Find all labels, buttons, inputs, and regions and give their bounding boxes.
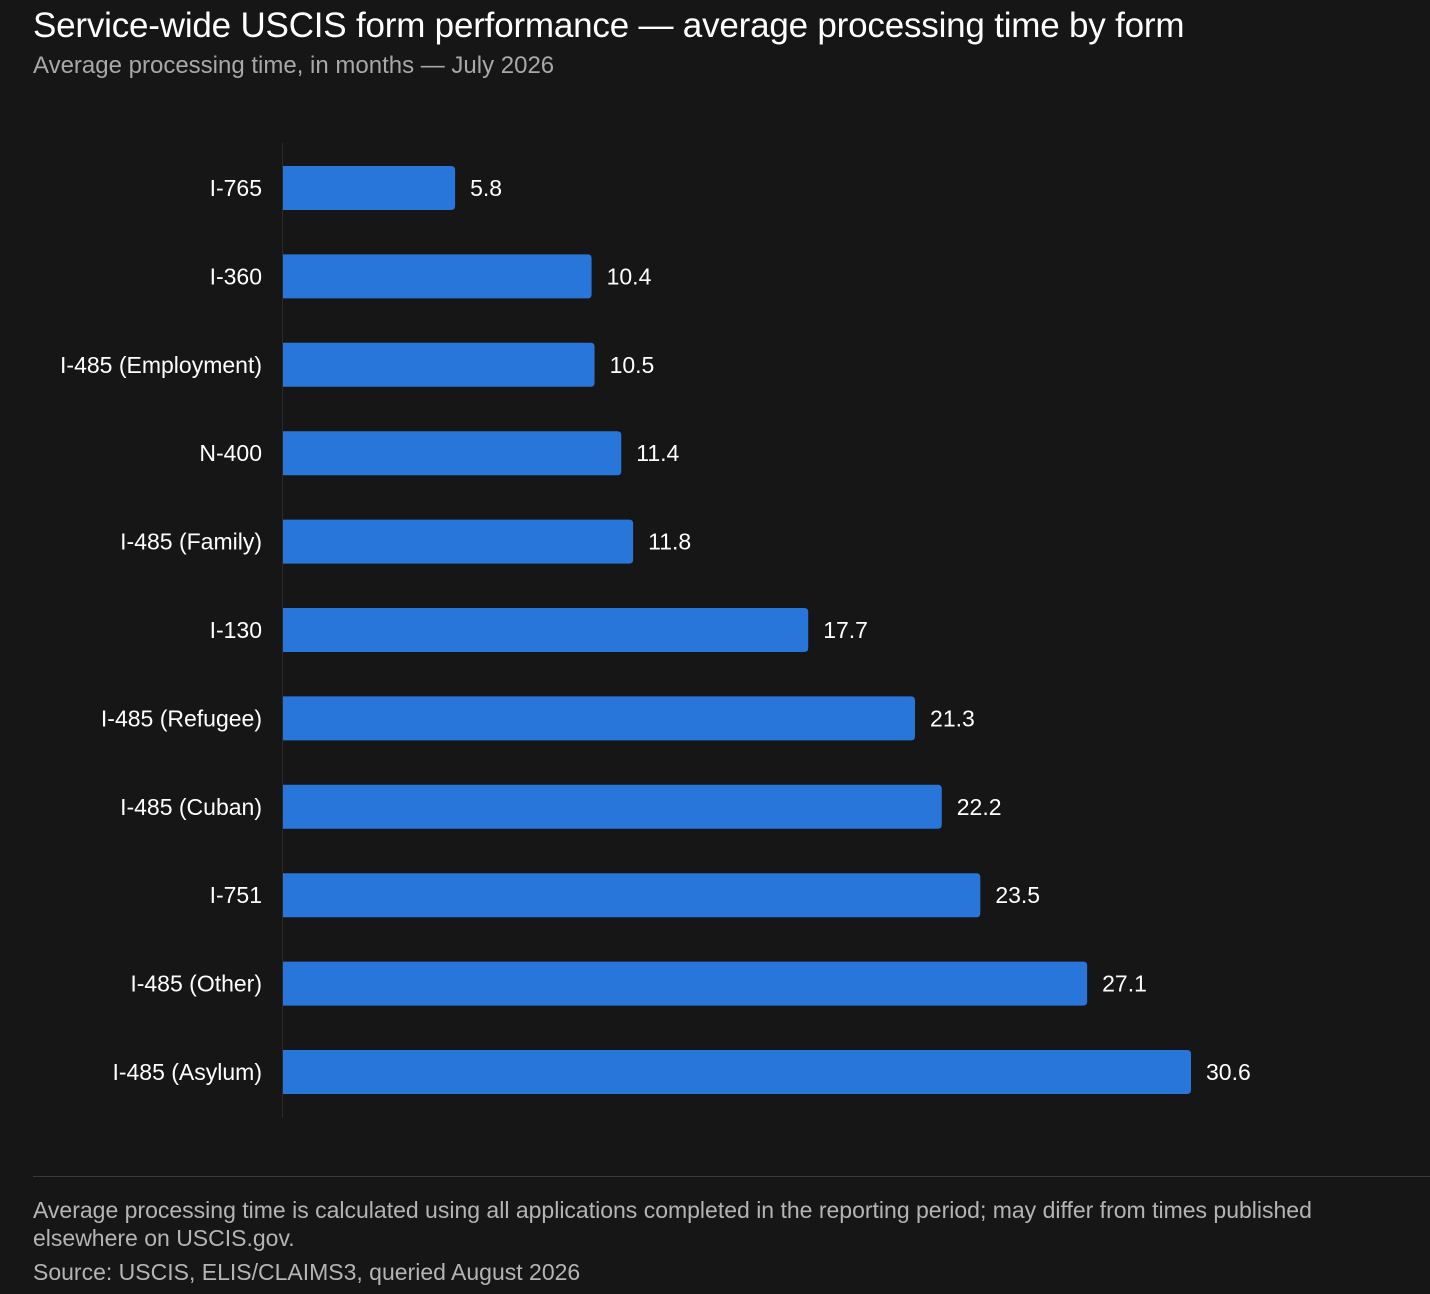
bar-i-485-employment [283, 342, 595, 387]
value-label-i-485-asylum: 30.6 [1206, 1059, 1251, 1085]
value-label-i-485-cuban: 22.2 [957, 794, 1002, 820]
bar-i-751 [283, 873, 981, 918]
bar-chart: I-765 I-360 I-485 (Employment) N-400 I-485 (… [60, 143, 1251, 1118]
bar-i-485-asylum [283, 1050, 1191, 1094]
bar-i-765 [283, 166, 456, 210]
footer-divider [33, 1176, 1430, 1177]
category-label-i-485-asylum: I-485 (Asylum) [112, 1059, 262, 1085]
methodology-note: Average processing time is calculated us… [33, 1197, 1312, 1251]
value-labels: 5.8 10.4 10.5 11.4 11.8 17.7 21.3 22.2 23.5 27.1 3… [470, 175, 1251, 1085]
category-label-i-485-family: I-485 (Family) [120, 529, 262, 555]
category-labels: I-765 I-360 I-485 (Employment) N-400 I-485 (… [60, 175, 262, 1085]
category-label-i-360: I-360 [210, 263, 262, 289]
value-label-i-485-refugee: 21.3 [930, 705, 975, 731]
category-label-i-485-cuban: I-485 (Cuban) [120, 794, 262, 820]
value-label-n-400: 11.4 [636, 440, 679, 466]
bars [283, 166, 1191, 1094]
value-label-i-485-employment: 10.5 [610, 352, 655, 378]
category-label-i-751: I-751 [210, 882, 262, 908]
value-label-i-485-other: 27.1 [1102, 971, 1147, 997]
category-label-i-485-employment: I-485 (Employment) [60, 352, 262, 378]
category-label-i-485-refugee: I-485 (Refugee) [101, 705, 262, 731]
chart-subtitle: Average processing time, in months — Jul… [33, 52, 555, 79]
bar-n-400 [283, 431, 622, 476]
value-label-i-751: 23.5 [995, 882, 1040, 908]
chart-title: Service-wide USCIS form performance — av… [33, 6, 1185, 45]
bar-i-485-family [283, 519, 634, 564]
bar-i-485-other [283, 961, 1088, 1006]
value-label-i-485-family: 11.8 [648, 529, 691, 555]
source-note: Source: USCIS, ELIS/CLAIMS3, queried Aug… [33, 1259, 581, 1285]
value-label-i-765: 5.8 [470, 175, 502, 201]
bar-i-360 [283, 254, 592, 299]
category-label-n-400: N-400 [199, 440, 262, 466]
category-label-i-765: I-765 [210, 175, 262, 201]
category-label-i-485-other: I-485 (Other) [130, 971, 262, 997]
category-label-i-130: I-130 [210, 617, 262, 643]
bar-i-485-refugee [283, 696, 916, 741]
value-label-i-360: 10.4 [607, 263, 652, 289]
value-label-i-130: 17.7 [823, 617, 868, 643]
bar-i-485-cuban [283, 784, 942, 829]
bar-i-130 [283, 608, 809, 652]
